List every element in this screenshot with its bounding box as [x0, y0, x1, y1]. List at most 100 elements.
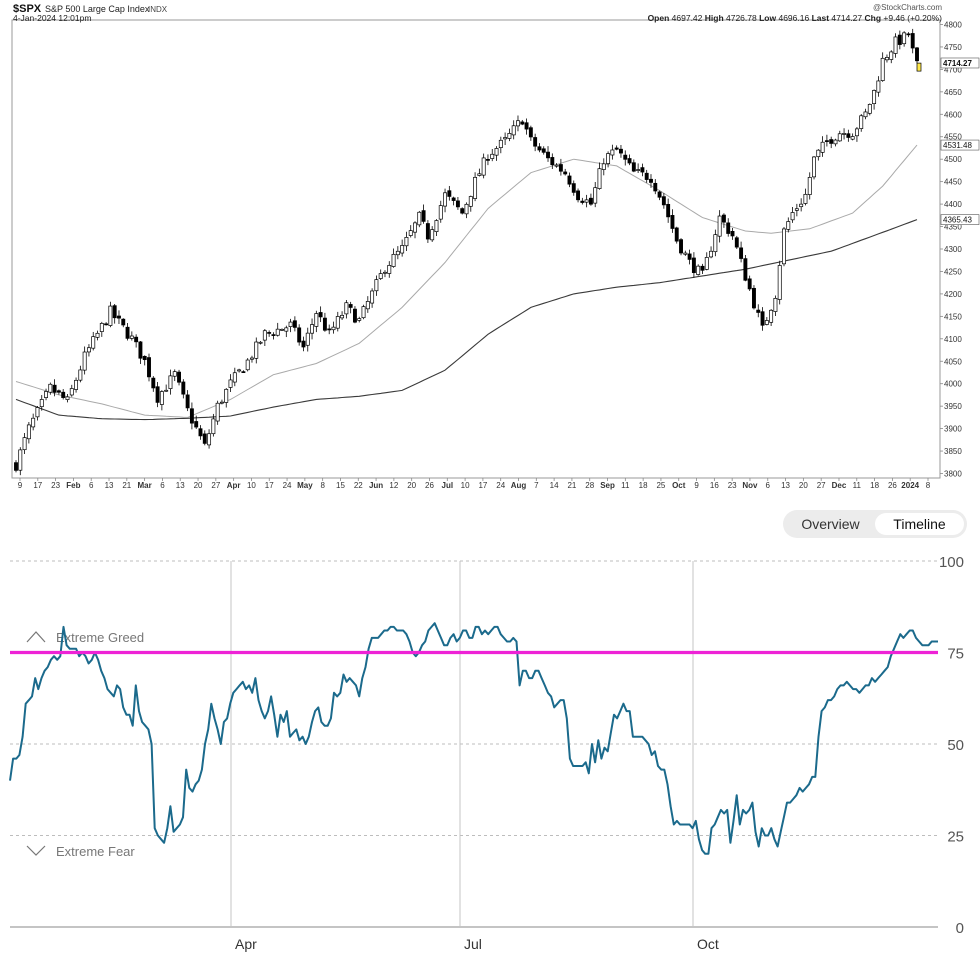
candle [516, 115, 520, 132]
candle [404, 231, 409, 251]
candle-body-up [807, 177, 812, 195]
candle-body-up [473, 176, 478, 199]
candle-body-down [460, 208, 465, 214]
spx-y-tick-label: 4650 [944, 88, 962, 97]
candle-body-down [734, 237, 739, 248]
spx-x-tick-label: 13 [176, 481, 185, 490]
candle [22, 433, 27, 455]
candle-body-down [906, 33, 911, 36]
candle [425, 220, 430, 243]
candle [867, 103, 872, 116]
candle [623, 150, 628, 166]
candle [837, 130, 842, 142]
candle-body-down [52, 384, 57, 393]
ohlc-value: +9.46 (+0.20%) [883, 13, 942, 23]
candle [18, 447, 23, 476]
candle-body-up [408, 230, 413, 236]
candle [14, 460, 18, 473]
candle-body-down [571, 183, 576, 193]
candle-body-up [593, 187, 598, 204]
candle [383, 270, 387, 278]
candle-body-up [69, 388, 74, 396]
candle [713, 229, 718, 257]
spx-x-tick-label: 10 [247, 481, 256, 490]
fg-y-tick-label: 25 [947, 829, 964, 846]
candle-body-up [395, 250, 400, 256]
overview-button[interactable]: Overview [801, 516, 860, 532]
candle [310, 318, 314, 340]
candle-body-up [709, 250, 714, 258]
candle [670, 209, 675, 233]
candle [301, 336, 306, 352]
candle-body-down [202, 433, 207, 444]
timeline-button[interactable]: Timeline [875, 513, 964, 535]
candle-body-up [310, 324, 314, 334]
spx-x-tick-label: 7 [534, 481, 539, 490]
spx-y-tick-label: 4500 [944, 155, 962, 164]
candle [730, 228, 735, 240]
candle-body-up [383, 271, 387, 274]
candle-body-up [172, 371, 177, 377]
spx-y-tick-label: 3900 [944, 425, 962, 434]
candle-body-up [39, 399, 44, 408]
candle-body-down [322, 317, 327, 331]
candle [400, 239, 405, 257]
candle-body-up [584, 199, 589, 203]
candle-body-down [619, 148, 623, 154]
candle-body-down [649, 178, 653, 183]
candle [104, 322, 109, 326]
candle-body-up [434, 220, 439, 233]
fg-y-tick-label: 75 [947, 646, 964, 663]
candle-body-down [897, 34, 902, 45]
candle [39, 395, 44, 411]
candle [546, 146, 550, 162]
candle [786, 217, 791, 233]
spx-x-tick-label: Feb [66, 481, 80, 490]
candle-body-up [22, 437, 27, 451]
candle-body-down [318, 312, 323, 318]
candle [340, 311, 345, 321]
candle-body-up [48, 383, 53, 393]
candle-body-down [537, 146, 542, 151]
spx-x-tick-label: 13 [105, 481, 114, 490]
candle [142, 355, 147, 366]
candle [387, 261, 392, 278]
spx-name: S&P 500 Large Cap Index [45, 4, 150, 14]
candle-body-up [803, 193, 808, 204]
candle-body-up [219, 401, 224, 404]
candle-body-down [739, 247, 744, 259]
candle [481, 153, 486, 179]
spx-x-tick-label: 12 [389, 481, 398, 490]
candle-body-up [610, 149, 615, 156]
candle-body-down [726, 222, 731, 234]
candle [533, 133, 538, 152]
candle [280, 328, 284, 331]
candle [155, 382, 160, 408]
candle [627, 154, 632, 166]
spx-x-tick-label: 2024 [901, 481, 919, 490]
candle-body-up [387, 265, 392, 274]
candle-body-up [237, 369, 242, 372]
candle [91, 331, 96, 351]
candle [764, 317, 769, 326]
candle-body-up [833, 139, 838, 145]
candle-body-down [653, 182, 658, 192]
candle-body-down [142, 355, 147, 361]
candle-body-up [468, 196, 473, 207]
candle-body-down [670, 215, 675, 229]
ohlc-value: 4696.16 [778, 13, 809, 23]
candle-body-up [481, 157, 486, 176]
candle-body-down [241, 371, 246, 373]
ohlc-label: Open [648, 13, 672, 23]
candle-body-up [288, 321, 293, 328]
candle [747, 275, 752, 291]
candle [292, 316, 297, 332]
candle [885, 54, 889, 63]
candle-body-up [872, 90, 877, 105]
candle-body-up [357, 318, 362, 321]
spx-x-tick-label: 8 [926, 481, 931, 490]
candle-body-up [413, 222, 417, 233]
candle [691, 252, 696, 278]
candle [348, 301, 353, 314]
candle-body-up [280, 328, 284, 331]
